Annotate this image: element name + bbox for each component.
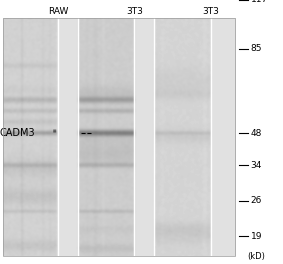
Bar: [3, 18, 235, 256]
Text: CADM3: CADM3: [0, 128, 36, 138]
Text: (kD): (kD): [248, 252, 265, 261]
Text: 34: 34: [250, 161, 262, 169]
Text: 117: 117: [250, 0, 268, 4]
Text: 3T3: 3T3: [126, 7, 143, 16]
Text: 85: 85: [250, 44, 262, 53]
Text: RAW: RAW: [48, 7, 68, 16]
Text: 26: 26: [250, 196, 262, 205]
Text: 3T3: 3T3: [202, 7, 219, 16]
Text: 48: 48: [250, 129, 262, 138]
Text: 19: 19: [250, 232, 262, 241]
